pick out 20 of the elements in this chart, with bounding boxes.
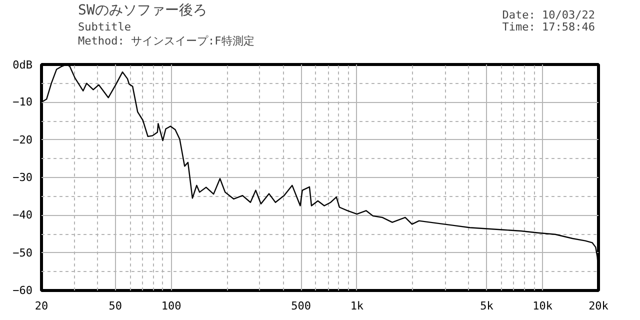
x-tick-label: 500 [291,300,311,312]
x-tick-label: 20 [34,300,48,312]
text: Date: 10/03/22 [502,8,596,22]
x-tick-label: 50 [108,300,122,312]
x-tick-label: 20k [588,300,609,312]
y-tick-label: −50 [12,246,33,260]
chart-subtitle: Subtitle [78,20,132,34]
x-tick-label: 5k [480,300,494,312]
y-tick-label: −30 [12,171,33,184]
x-tick-label: 100 [161,300,182,312]
y-tick-label: −60 [12,284,33,297]
text: Time: 17:58:46 [502,20,596,34]
text: Method: サインスイープ:F特測定 [78,34,254,48]
y-tick-label: −20 [12,133,33,146]
y-tick-label: −40 [12,208,33,222]
chart-title: SWのみソファー後ろ [78,2,207,18]
x-tick-label: 10k [532,300,553,312]
y-tick-label: 0dB [12,58,33,72]
y-tick-label: −10 [12,96,33,109]
x-tick-label: 1k [350,300,364,312]
